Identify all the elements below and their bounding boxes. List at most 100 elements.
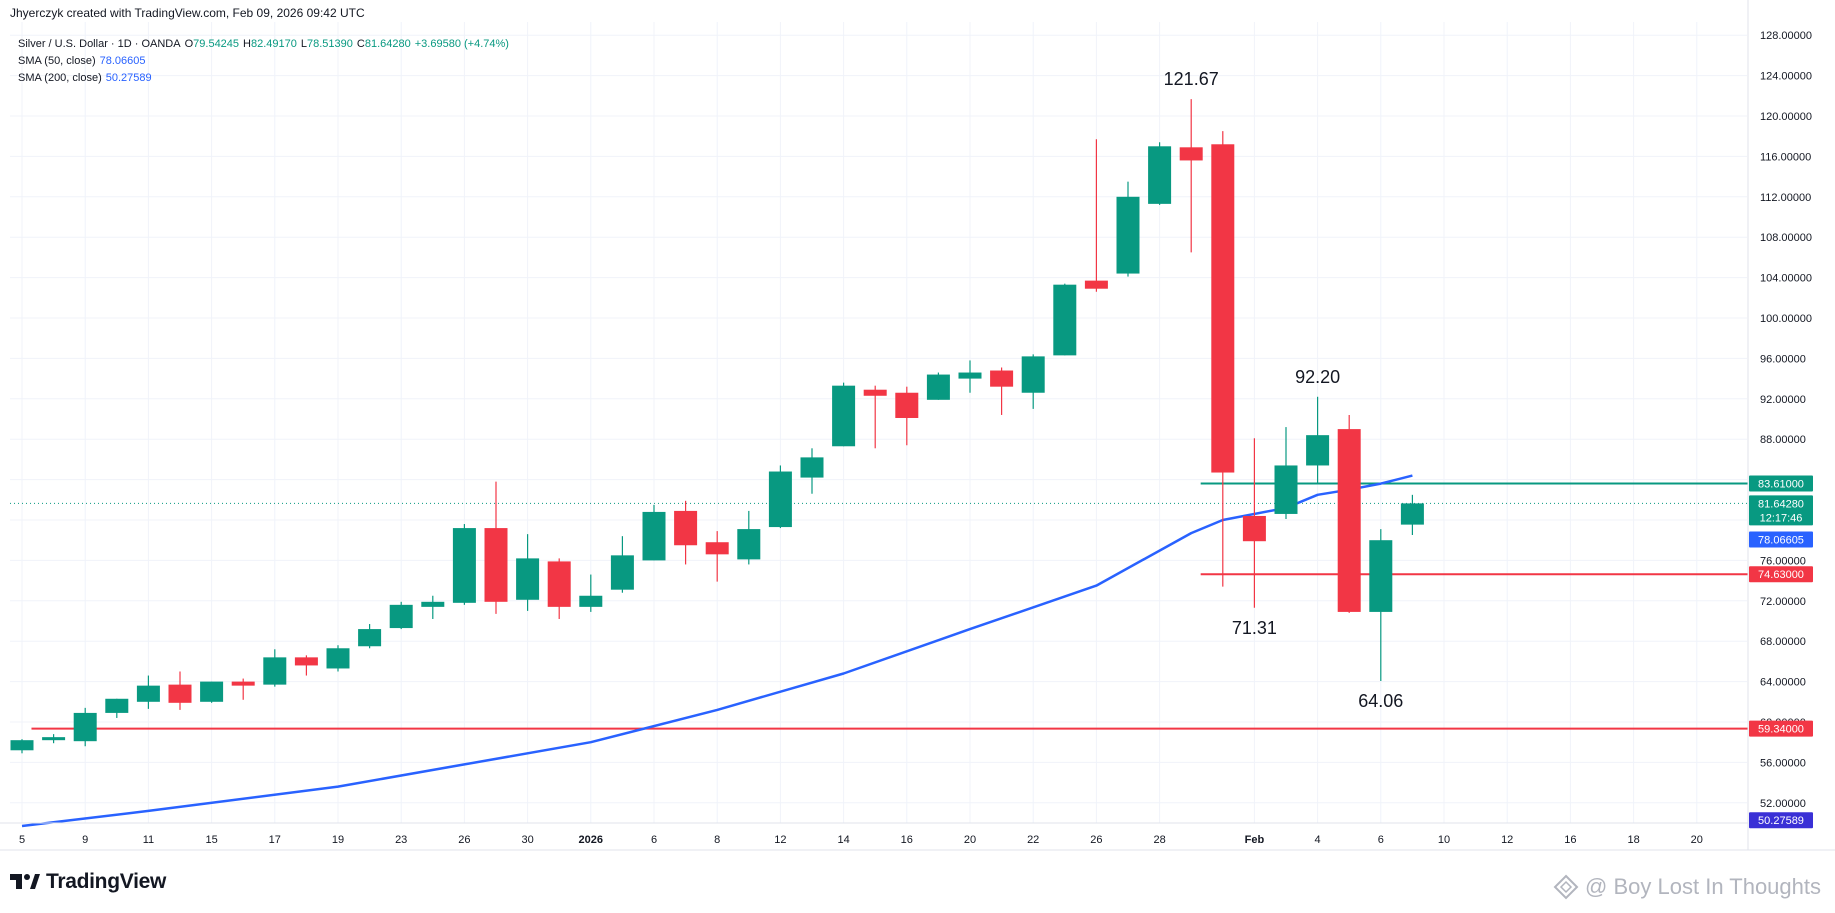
candle-body bbox=[516, 558, 540, 600]
price-annotation: 121.67 bbox=[1164, 69, 1219, 89]
symbol-ohlc-row[interactable]: Silver / U.S. Dollar · 1D · OANDA O79.54… bbox=[18, 36, 509, 53]
symbol-title: Silver / U.S. Dollar · 1D · OANDA bbox=[18, 38, 181, 50]
sma200-value: 50.27589 bbox=[105, 72, 152, 84]
candle-body bbox=[1084, 280, 1108, 289]
x-tick-label: 6 bbox=[1378, 834, 1384, 846]
candle-body bbox=[958, 372, 982, 379]
x-tick-label: 10 bbox=[1438, 834, 1450, 846]
candle bbox=[452, 524, 476, 605]
y-tick-label: 96.00000 bbox=[1760, 353, 1806, 365]
candle-body bbox=[768, 471, 792, 528]
tradingview-brand-text: TradingView bbox=[46, 870, 167, 893]
ohlc-low: L78.51390 bbox=[301, 36, 353, 53]
y-tick-label: 112.00000 bbox=[1760, 192, 1811, 204]
ohlc-open-value: 79.54245 bbox=[193, 38, 240, 50]
candle-body bbox=[610, 555, 634, 590]
y-tick-label: 120.00000 bbox=[1760, 111, 1812, 123]
candle-body bbox=[358, 629, 382, 647]
x-tick-label: 26 bbox=[458, 834, 470, 846]
level-tag-red-bg bbox=[1749, 566, 1813, 583]
candle-body bbox=[1369, 540, 1393, 612]
candle-body bbox=[579, 595, 603, 607]
candle bbox=[1242, 438, 1266, 608]
y-tick-label: 100.00000 bbox=[1760, 313, 1812, 325]
candle bbox=[200, 681, 224, 703]
y-tick-label: 116.00000 bbox=[1760, 151, 1811, 163]
sma200-tag-bg bbox=[1749, 812, 1813, 829]
last-price-tag-label: 81.64280 bbox=[1758, 498, 1804, 510]
candle bbox=[1021, 354, 1045, 409]
x-tick-label: 14 bbox=[837, 834, 849, 846]
candle-body bbox=[42, 737, 66, 741]
candle-body bbox=[484, 528, 508, 602]
candles-series bbox=[10, 99, 1424, 754]
sma200-legend-row[interactable]: SMA (200, close) 50.27589 bbox=[18, 70, 509, 87]
candle bbox=[1400, 494, 1424, 536]
candle bbox=[1053, 283, 1077, 356]
x-tick-label: 23 bbox=[395, 834, 407, 846]
candle-body bbox=[263, 657, 287, 685]
x-tick-label: 17 bbox=[269, 834, 281, 846]
candle-body bbox=[895, 392, 919, 418]
candle bbox=[389, 601, 413, 630]
x-tick-label: 16 bbox=[901, 834, 913, 846]
candle-body bbox=[1242, 515, 1266, 542]
candle bbox=[1084, 139, 1108, 292]
x-tick-label: 26 bbox=[1090, 834, 1102, 846]
candle-body bbox=[421, 601, 445, 607]
candle-body bbox=[642, 511, 666, 561]
ohlc-change: +3.69580 (+4.74%) bbox=[414, 38, 509, 50]
sma50-label: SMA (50, close) bbox=[18, 55, 96, 67]
candle-body bbox=[800, 457, 824, 478]
candle bbox=[674, 500, 698, 565]
price-annotation: 64.06 bbox=[1358, 691, 1403, 711]
x-tick-label: 16 bbox=[1564, 834, 1576, 846]
candle-body bbox=[1053, 284, 1077, 356]
sma50-legend-row[interactable]: SMA (50, close) 78.06605 bbox=[18, 53, 509, 70]
ohlc-high-label: H bbox=[243, 38, 251, 50]
candle bbox=[1116, 181, 1140, 277]
x-tick-label: 15 bbox=[205, 834, 217, 846]
ohlc-close-value: 81.64280 bbox=[364, 38, 411, 50]
price-axis-tags: 83.61000 74.63000 59.34000 81.64280 12:17:46… bbox=[1749, 475, 1813, 829]
sma50-series bbox=[21, 474, 1413, 828]
candle bbox=[294, 655, 318, 676]
sma200-label: SMA (200, close) bbox=[18, 72, 102, 84]
candle bbox=[10, 739, 34, 754]
candle-body bbox=[105, 698, 129, 713]
candle-body bbox=[200, 681, 224, 702]
x-tick-label: 19 bbox=[332, 834, 344, 846]
ohlc-high-value: 82.49170 bbox=[251, 38, 297, 50]
y-tick-label: 52.00000 bbox=[1760, 798, 1806, 810]
x-tick-label: 5 bbox=[19, 834, 25, 846]
grid bbox=[10, 22, 1747, 823]
candle bbox=[358, 624, 382, 649]
candle bbox=[1337, 414, 1361, 613]
candle bbox=[1274, 427, 1298, 519]
candle bbox=[705, 531, 729, 582]
candle-body bbox=[1148, 146, 1172, 204]
level-tag-green-bg bbox=[1749, 475, 1813, 492]
candle-body bbox=[1337, 429, 1361, 612]
level-tag-red-label: 59.34000 bbox=[1758, 724, 1804, 736]
candle bbox=[1179, 99, 1203, 253]
y-tick-label: 124.00000 bbox=[1760, 71, 1812, 83]
candle bbox=[73, 707, 97, 747]
candle bbox=[926, 372, 950, 400]
ohlc-close-label: C bbox=[356, 38, 365, 50]
x-tick-label: 28 bbox=[1153, 834, 1165, 846]
candle-body bbox=[926, 374, 950, 400]
candle bbox=[895, 386, 919, 446]
candle bbox=[231, 678, 255, 700]
y-tick-label: 76.00000 bbox=[1760, 555, 1806, 567]
tradingview-logo[interactable]: TradingView bbox=[10, 870, 166, 894]
x-tick-label: Feb bbox=[1245, 834, 1265, 846]
candle bbox=[958, 360, 982, 393]
y-tick-label: 64.00000 bbox=[1760, 677, 1806, 689]
candle-body bbox=[990, 370, 1014, 387]
candle bbox=[800, 448, 824, 494]
candle bbox=[516, 534, 540, 611]
candle bbox=[1148, 142, 1172, 205]
x-tick-label: 12 bbox=[1501, 834, 1513, 846]
